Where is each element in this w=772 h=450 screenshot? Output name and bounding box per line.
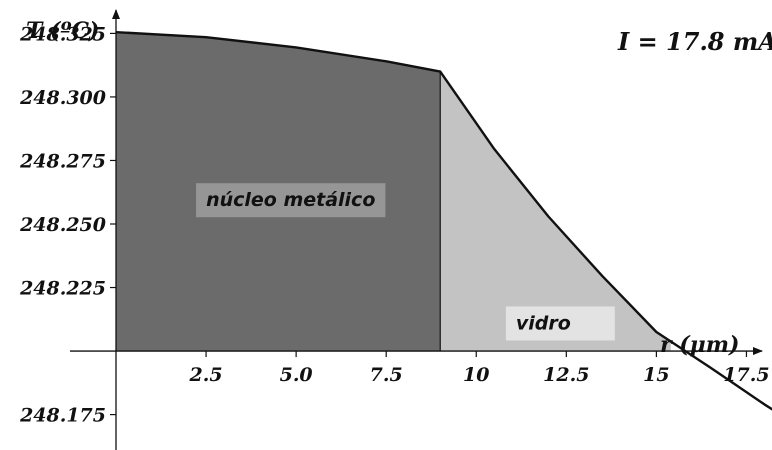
y-tick-label-5: 248.175 xyxy=(19,405,106,427)
x-tick-label-5: 15 xyxy=(643,364,669,386)
y-tick-label-3: 248.250 xyxy=(19,214,106,236)
x-axis-label: r (μm) xyxy=(660,332,739,358)
x-tick-label-3: 10 xyxy=(463,364,489,386)
temperature-curve xyxy=(115,30,772,411)
y-tick-label-0: 248.325 xyxy=(19,23,106,45)
region-label-bg-0 xyxy=(196,183,386,218)
region-labels: núcleo metálico vidro xyxy=(196,183,615,341)
y-ticks: 248.325 248.300 248.275 248.250 248.225 248.1… xyxy=(19,23,116,427)
x-tick-label-1: 5.0 xyxy=(280,364,313,386)
x-tick-label-4: 12.5 xyxy=(543,364,589,386)
x-ticks: 2.5 5.0 7.5 10 12.5 15 17.5 xyxy=(189,351,770,386)
y-axis-label: T (ºC) xyxy=(26,18,99,44)
current-annotation: I = 17.8 mA xyxy=(617,27,772,56)
y-tick-label-2: 248.275 xyxy=(19,150,106,172)
x-tick-label-2: 7.5 xyxy=(370,364,403,386)
y-tick-label-4: 248.225 xyxy=(19,278,106,300)
region-fill-1 xyxy=(440,71,671,352)
region-label-0: núcleo metálico xyxy=(206,189,375,211)
region-label-1: vidro xyxy=(516,312,571,334)
x-tick-label-0: 2.5 xyxy=(189,364,223,386)
region-label-bg-1 xyxy=(505,306,615,341)
x-tick-label-6: 17.5 xyxy=(723,364,769,386)
y-tick-label-1: 248.300 xyxy=(19,87,106,109)
